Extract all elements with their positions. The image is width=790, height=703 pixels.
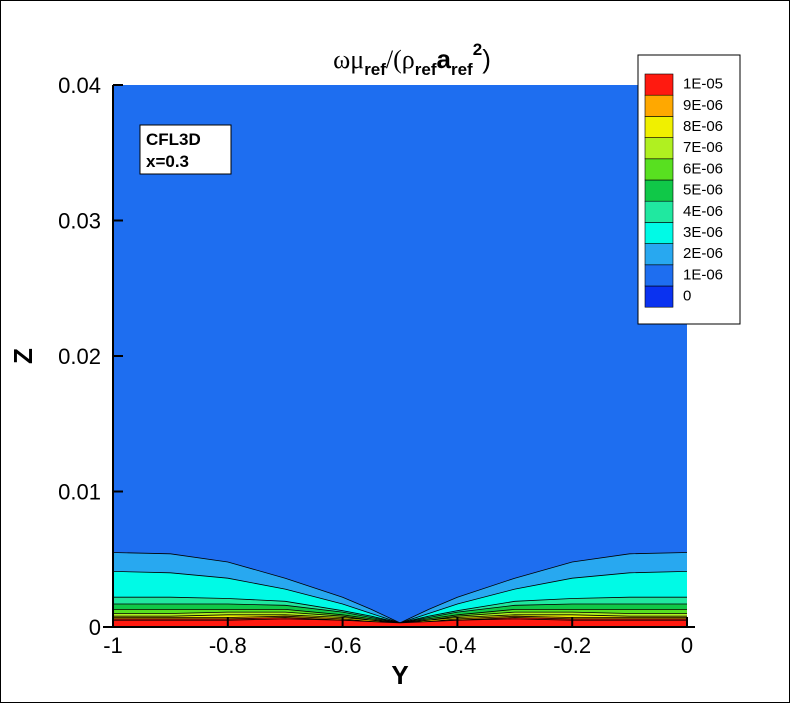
legend-label: 0 xyxy=(683,288,691,305)
title-part: ref xyxy=(364,60,386,79)
title-part: ωμ xyxy=(333,45,364,74)
title-part: a xyxy=(437,44,452,74)
y-tick-label: 0.02 xyxy=(58,344,101,369)
legend-label: 7E-06 xyxy=(683,139,723,156)
x-tick-label: -0.8 xyxy=(209,633,247,658)
x-tick-label: -0.4 xyxy=(438,633,476,658)
legend-swatch xyxy=(644,73,674,96)
legend-label: 8E-06 xyxy=(683,118,723,135)
legend-label: 5E-06 xyxy=(683,182,723,199)
title-part: 2 xyxy=(473,40,482,59)
annotation: CFL3D xyxy=(146,130,201,149)
y-tick-label: 0.04 xyxy=(58,73,101,98)
legend-swatch xyxy=(644,137,674,160)
legend-label: 6E-06 xyxy=(683,160,723,177)
legend-label: 9E-06 xyxy=(683,97,723,114)
annotation-box xyxy=(139,124,232,175)
legend-swatch xyxy=(644,243,674,266)
annotation: x=0.3 xyxy=(146,152,189,171)
title-part: /(ρ xyxy=(386,45,415,74)
chart-title: ωμref/(ρrefaref2) xyxy=(333,40,491,79)
y-axis-label: Z xyxy=(8,348,38,364)
plot-area xyxy=(112,85,688,627)
title-part: ref xyxy=(451,60,473,79)
legend-label: 3E-06 xyxy=(683,224,723,241)
legend-swatch xyxy=(644,179,674,202)
legend-label: 1E-06 xyxy=(683,266,723,283)
x-tick-label: -0.2 xyxy=(553,633,591,658)
y-tick-label: 0.03 xyxy=(58,209,101,234)
x-tick-label: -0.6 xyxy=(324,633,362,658)
x-tick-label: -1 xyxy=(103,633,123,658)
legend-label: 2E-06 xyxy=(683,245,723,262)
legend-swatch xyxy=(644,222,674,244)
legend-label: 1E-05 xyxy=(683,76,723,93)
legend-swatch xyxy=(644,116,674,138)
legend-swatch xyxy=(644,200,674,223)
title-part: ref xyxy=(415,60,437,79)
y-tick-label: 0.01 xyxy=(58,480,101,505)
contour-field xyxy=(113,85,687,627)
legend-swatch xyxy=(644,264,674,287)
x-tick-label: 0 xyxy=(681,633,693,658)
legend-swatch xyxy=(644,285,674,308)
y-tick-label: 0 xyxy=(89,615,101,640)
legend-label: 4E-06 xyxy=(683,203,723,220)
title-part: ) xyxy=(482,44,491,74)
legend-swatch xyxy=(644,94,674,117)
x-axis-label: Y xyxy=(391,660,408,690)
legend-swatch xyxy=(644,158,674,181)
